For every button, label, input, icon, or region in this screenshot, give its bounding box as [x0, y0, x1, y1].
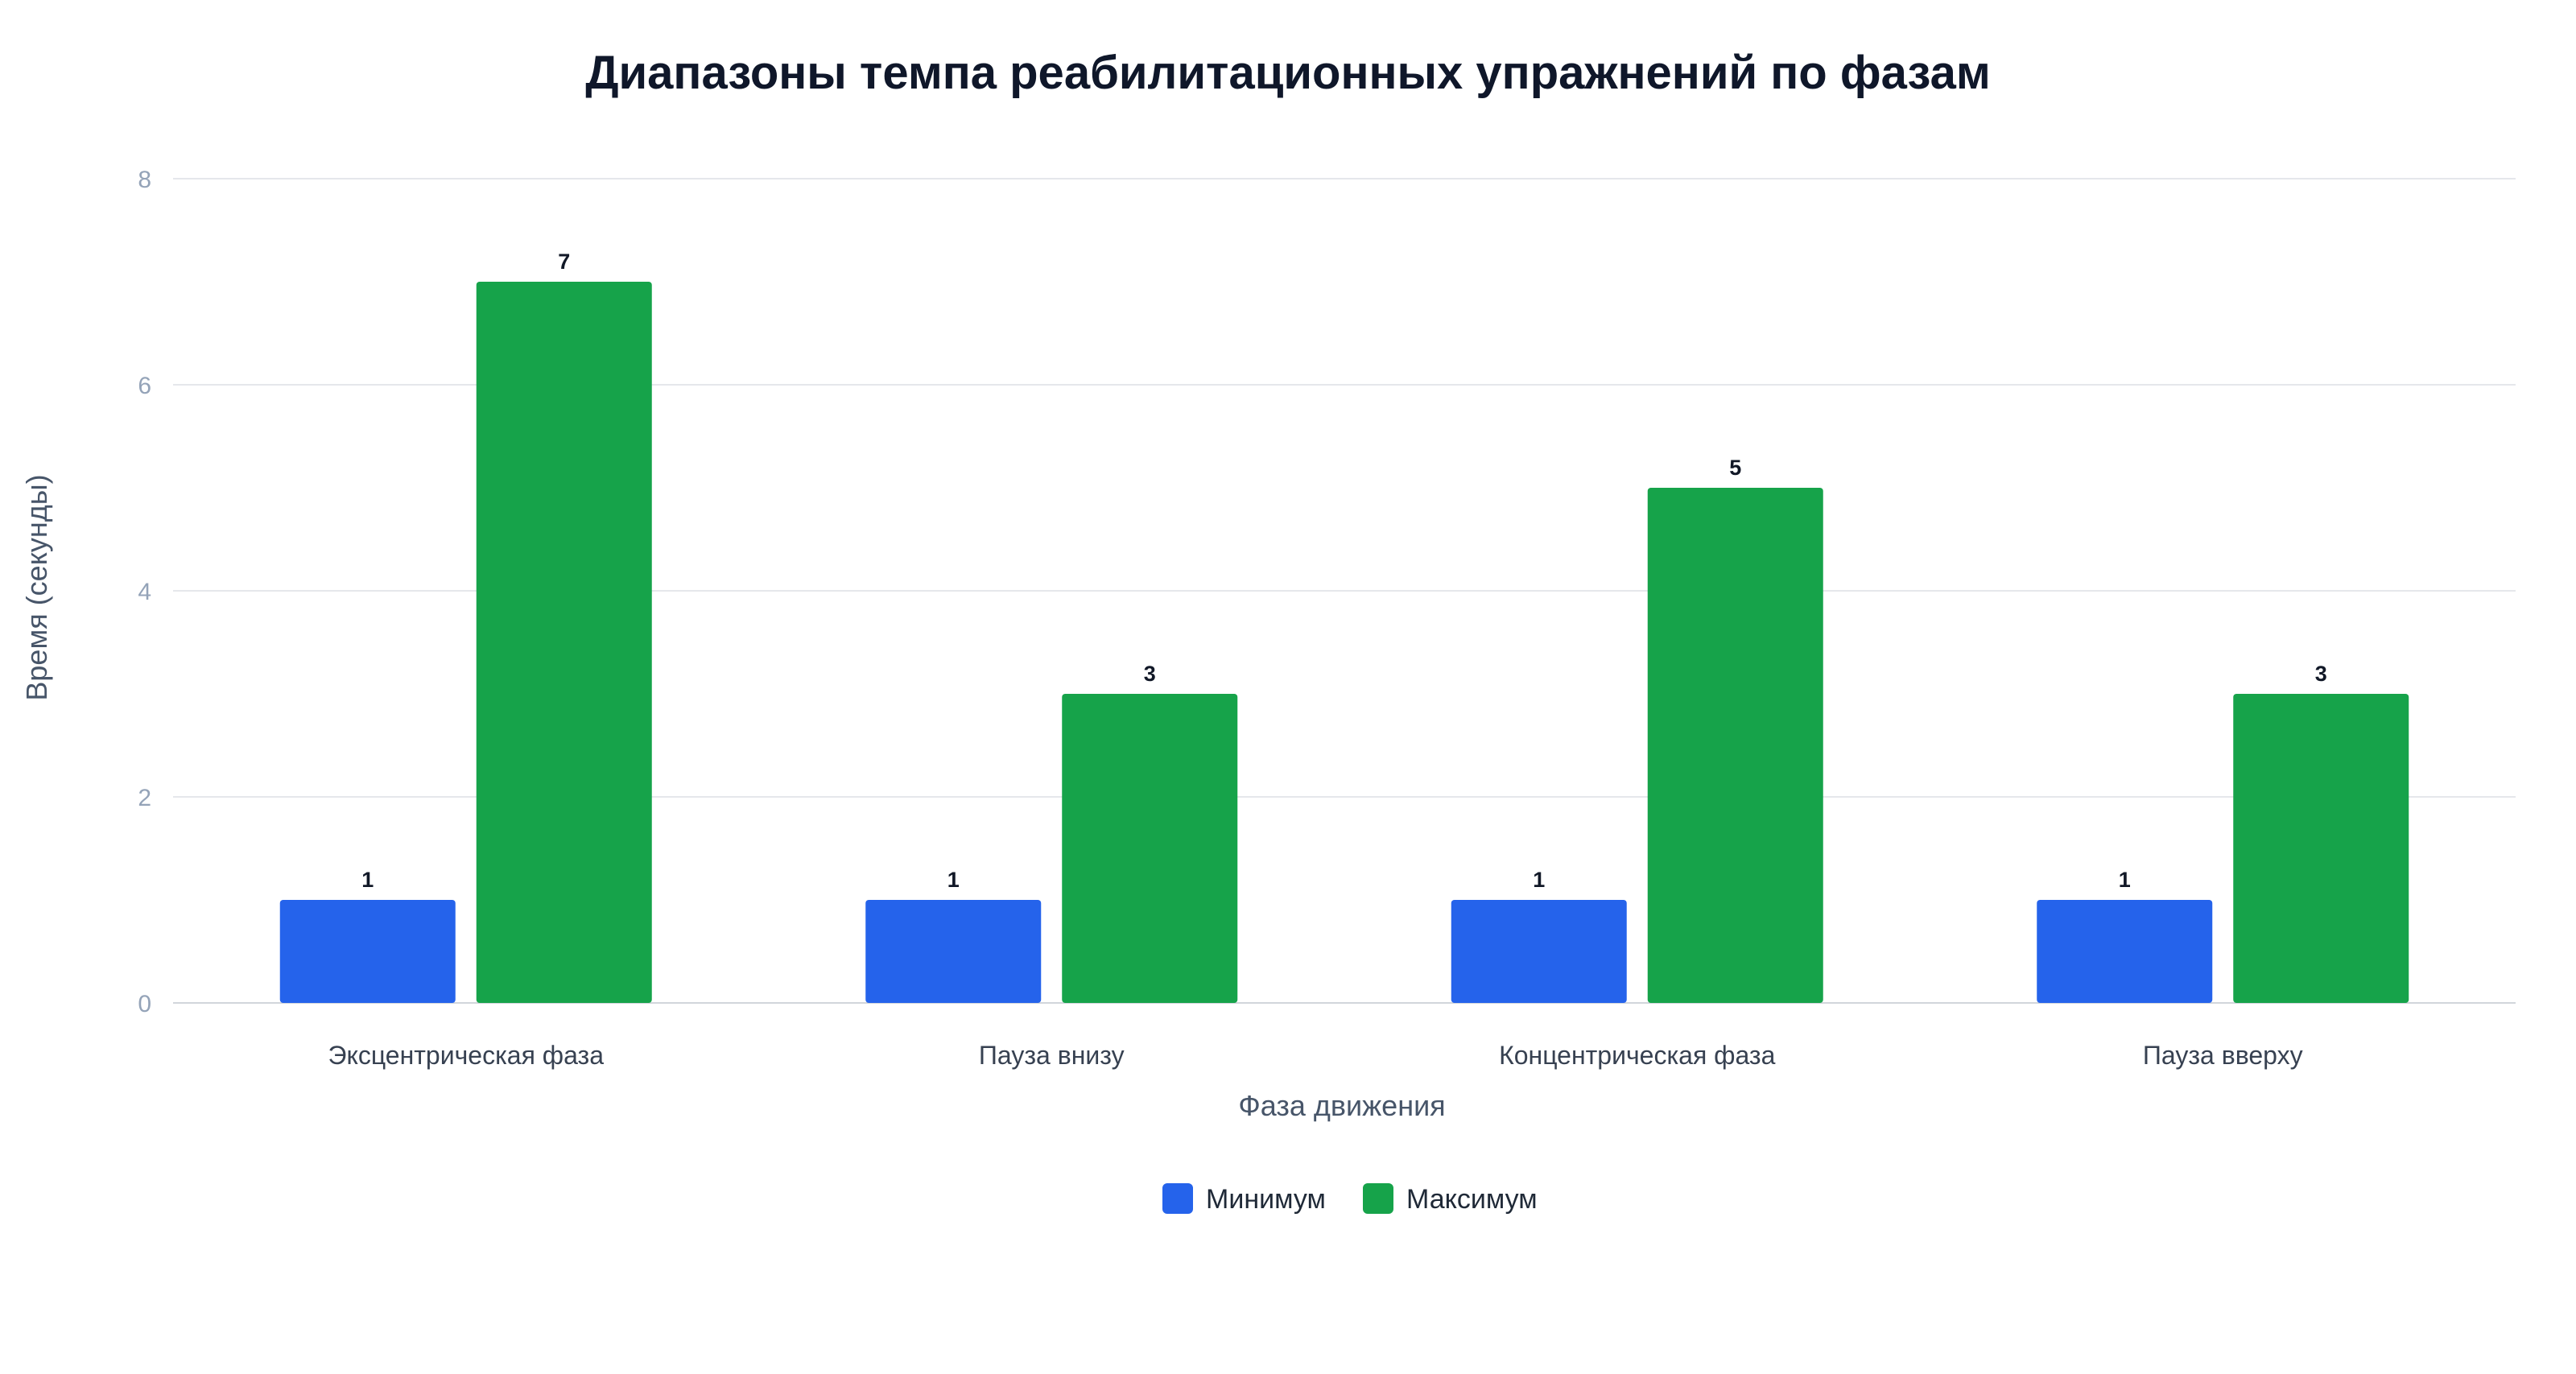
bar-max	[1647, 488, 1823, 1003]
y-tick-label: 6	[138, 373, 151, 399]
x-axis-label: Фаза движения	[1238, 1089, 1445, 1122]
legend-item[interactable]: Минимум	[1162, 1183, 1326, 1215]
bar-max	[1062, 694, 1238, 1003]
data-label: 1	[2119, 868, 2131, 892]
legend-label: Минимум	[1206, 1184, 1326, 1215]
data-label: 5	[1729, 456, 1741, 480]
y-tick-label: 8	[138, 167, 151, 193]
bar-min	[279, 900, 456, 1003]
x-tick-label: Пауза внизу	[979, 1041, 1125, 1070]
legend-label: Максимум	[1406, 1184, 1538, 1215]
x-tick-label: Пауза вверху	[2143, 1041, 2303, 1070]
y-tick-label: 0	[138, 991, 151, 1017]
data-label: 7	[558, 250, 570, 274]
y-axis-ticks: 0 2 4 6 8	[138, 167, 151, 1017]
data-label: 1	[1533, 868, 1545, 892]
legend: Минимум Максимум	[1162, 1183, 1538, 1215]
legend-swatch	[1363, 1183, 1393, 1214]
legend-swatch	[1162, 1183, 1193, 1214]
bar-min	[865, 900, 1042, 1003]
data-label: 3	[2315, 662, 2327, 686]
bar-max	[476, 282, 652, 1003]
x-tick-label: Концентрическая фаза	[1499, 1041, 1776, 1070]
y-tick-label: 2	[138, 785, 151, 811]
bar-max	[2233, 694, 2409, 1003]
bar-min	[1451, 900, 1627, 1003]
y-axis-label: Время (секунды)	[20, 474, 53, 700]
bar-min	[2037, 900, 2213, 1003]
data-label: 1	[947, 868, 960, 892]
y-tick-label: 4	[138, 579, 151, 605]
x-tick-label: Эксцентрическая фаза	[328, 1041, 604, 1070]
data-label: 3	[1144, 662, 1156, 686]
data-label: 1	[361, 868, 374, 892]
legend-item[interactable]: Максимум	[1363, 1183, 1538, 1215]
bars	[279, 282, 2409, 1003]
chart-title: Диапазоны темпа реабилитационных упражне…	[585, 47, 1991, 99]
x-axis-ticks: Эксцентрическая фаза Пауза внизу Концентри…	[328, 1041, 2302, 1070]
